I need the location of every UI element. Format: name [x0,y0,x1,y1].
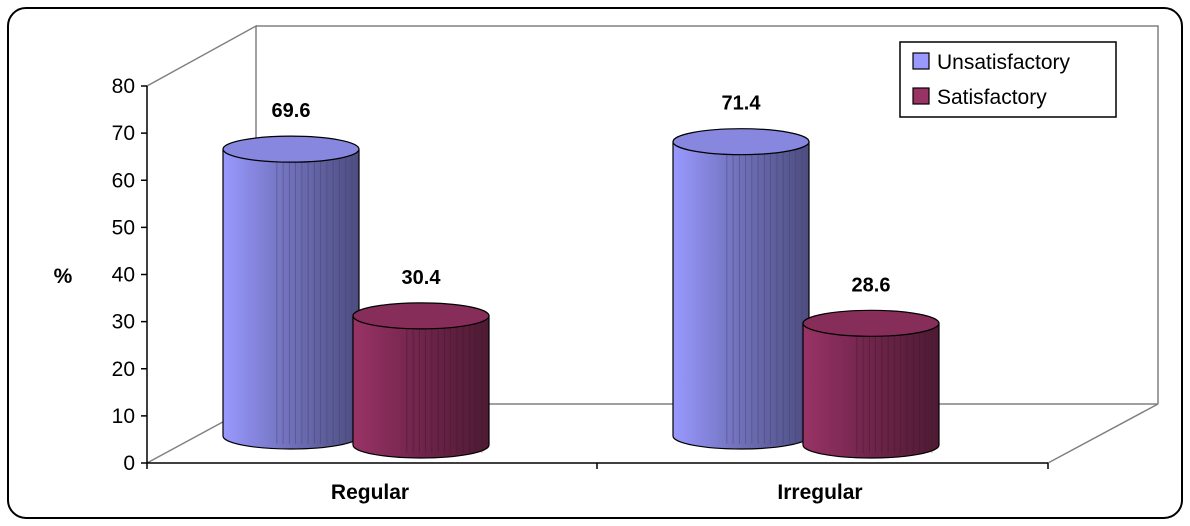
y-tick-label: 70 [112,122,135,145]
y-axis: 0 10 20 30 40 50 60 70 80 [112,75,148,475]
bar-body [222,148,360,450]
x-category-label: Regular [331,481,409,504]
back-wall-edge [256,25,1159,404]
y-tick-label: 40 [112,264,135,287]
y-tick-label: 30 [112,311,135,334]
bar-top [222,135,360,163]
bar-satisfactory-irregular [802,309,940,459]
y-tick-label: 0 [123,452,135,475]
legend-swatch [912,87,930,105]
y-tick-label: 10 [112,405,135,428]
value-label: 30.4 [402,267,442,289]
bar-satisfactory-regular [352,302,490,459]
bar-body [672,141,810,450]
bar-top [352,302,490,330]
legend-swatch [912,52,930,70]
y-tick-label: 20 [112,358,135,381]
legend-box [899,41,1117,118]
value-labels: 69.6 30.4 71.4 28.6 [272,93,891,297]
legend: Unsatisfactory Satisfactory [899,41,1117,118]
bar-top [672,128,810,156]
y-tick-label: 80 [112,75,135,98]
value-label: 69.6 [272,100,311,122]
x-axis: Regular Irregular [146,462,1049,504]
value-label: 28.6 [852,274,891,296]
x-category-label: Irregular [777,481,862,504]
y-tick-label: 50 [112,216,135,239]
bar-top [802,309,940,337]
bar-body [352,315,490,459]
value-label: 71.4 [722,93,762,115]
bar-body [802,322,940,459]
y-tick-label: 60 [112,169,135,192]
legend-label: Satisfactory [937,86,1047,109]
bars [222,128,940,459]
y-axis-label: % [54,265,73,288]
bar-unsatisfactory-irregular [672,128,810,450]
bar-unsatisfactory-regular [222,135,360,450]
legend-label: Unsatisfactory [937,51,1071,74]
